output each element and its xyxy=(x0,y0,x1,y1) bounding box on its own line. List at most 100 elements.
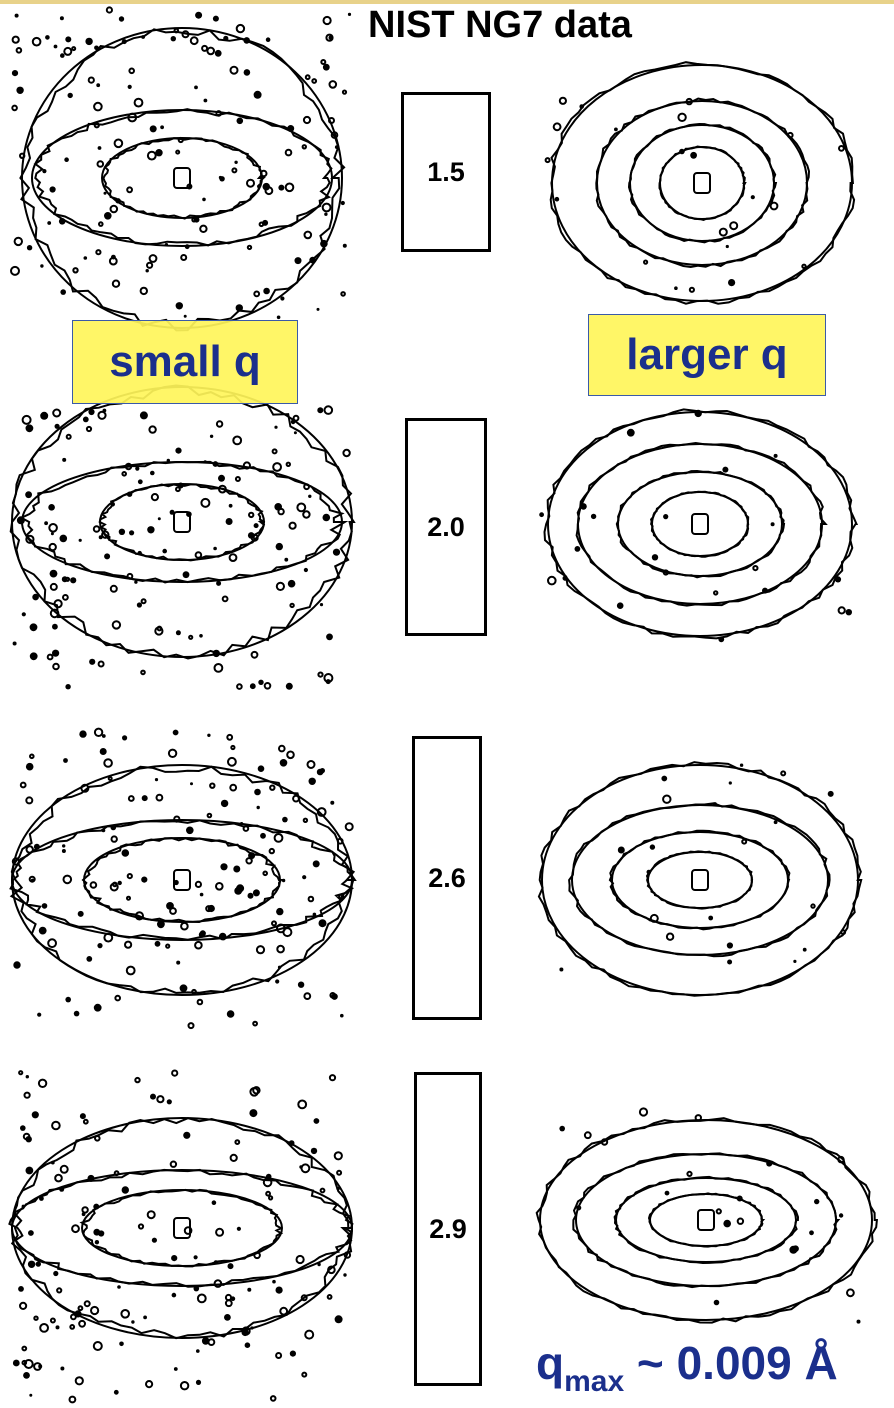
left-speckle-1 xyxy=(139,286,149,296)
right-speckle-1 xyxy=(679,148,685,155)
left-speckle-2 xyxy=(175,630,181,636)
left-speckle-3 xyxy=(199,892,204,897)
left-speckle-2 xyxy=(124,462,133,471)
left-speckle-2 xyxy=(118,528,126,535)
left-speckle-1 xyxy=(97,146,102,150)
left-speckle-2 xyxy=(234,476,241,482)
value-box-3: 2.6 xyxy=(412,736,482,1020)
left-speckle-2 xyxy=(52,408,62,418)
right-speckle-2 xyxy=(762,587,768,594)
left-speckle-4 xyxy=(145,1380,154,1389)
left-noisy-contour-4-1 xyxy=(10,1117,353,1340)
left-speckle-4 xyxy=(50,1160,55,1165)
left-speckle-3 xyxy=(93,1003,102,1012)
right-noisy-contour-4-4 xyxy=(647,1192,766,1248)
left-speckle-4 xyxy=(156,1095,165,1104)
right-contour-4-1 xyxy=(539,1119,873,1321)
left-speckle-2 xyxy=(221,595,229,603)
left-speckle-2 xyxy=(250,650,259,659)
left-speckle-4 xyxy=(33,1315,39,1321)
left-speckle-2 xyxy=(70,577,77,584)
right-speckle-1 xyxy=(544,157,551,164)
left-speckle-1 xyxy=(324,212,328,216)
left-speckle-4 xyxy=(119,1341,124,1347)
right-speckle-1 xyxy=(558,96,568,105)
left-speckle-2 xyxy=(111,620,122,630)
left-speckle-1 xyxy=(330,131,339,139)
left-speckle-4 xyxy=(224,1299,233,1308)
left-speckle-2 xyxy=(212,649,220,658)
small-q-label: small q xyxy=(72,320,298,404)
left-speckle-1 xyxy=(96,83,101,88)
left-speckle-2 xyxy=(140,669,146,676)
left-speckle-1 xyxy=(186,183,193,190)
left-speckle-2 xyxy=(62,457,67,462)
right-speckle-4 xyxy=(694,1114,702,1122)
left-speckle-1 xyxy=(71,46,77,52)
left-speckle-2 xyxy=(29,652,38,661)
left-speckle-4 xyxy=(23,1372,30,1379)
right-speckle-2 xyxy=(694,409,702,418)
left-speckle-4 xyxy=(23,1091,31,1099)
left-speckle-3 xyxy=(273,833,284,843)
left-speckle-1 xyxy=(231,167,238,174)
left-speckle-2 xyxy=(156,625,163,632)
right-speckle-3 xyxy=(665,932,675,941)
left-speckle-1 xyxy=(340,200,345,206)
right-speckle-4 xyxy=(583,1131,592,1140)
left-speckle-2 xyxy=(288,521,297,530)
left-speckle-4 xyxy=(317,1262,321,1267)
left-speckle-2 xyxy=(101,530,110,539)
left-speckle-1 xyxy=(341,89,348,95)
right-speckle-1 xyxy=(728,279,736,287)
left-speckle-4 xyxy=(60,1366,65,1371)
left-speckle-2 xyxy=(284,557,289,562)
left-speckle-3 xyxy=(338,893,345,900)
right-contour-4-3 xyxy=(615,1177,797,1263)
right-speckle-1 xyxy=(838,145,845,152)
left-speckle-3 xyxy=(155,793,164,802)
left-speckle-2 xyxy=(52,662,60,671)
left-speckle-4 xyxy=(68,1395,77,1404)
left-speckle-4 xyxy=(279,1306,289,1316)
left-speckle-3 xyxy=(187,1022,195,1030)
left-speckle-4 xyxy=(333,1151,343,1161)
left-speckle-1 xyxy=(146,261,154,269)
left-speckle-1 xyxy=(284,182,295,193)
left-speckle-3 xyxy=(191,988,197,995)
left-speckle-4 xyxy=(171,1292,177,1298)
left-speckle-1 xyxy=(14,13,19,18)
left-speckle-2 xyxy=(332,548,341,556)
left-speckle-2 xyxy=(285,682,293,690)
left-speckle-1 xyxy=(325,33,334,42)
left-speckle-1 xyxy=(105,6,114,14)
left-speckle-4 xyxy=(31,1111,39,1119)
left-speckle-2 xyxy=(249,683,256,690)
right-speckle-4 xyxy=(559,1125,565,1132)
left-speckle-3 xyxy=(62,844,66,848)
left-speckle-4 xyxy=(313,1118,320,1124)
left-speckle-1 xyxy=(214,49,222,57)
left-speckle-3 xyxy=(103,758,113,768)
left-speckle-3 xyxy=(11,857,20,866)
right-noisy-contour-1-2 xyxy=(595,97,811,269)
left-speckle-4 xyxy=(265,1190,272,1197)
left-speckle-3 xyxy=(229,783,238,792)
left-noisy-contour-1-3 xyxy=(102,137,266,220)
left-speckle-3 xyxy=(141,876,148,883)
left-noisy-contour-4-2 xyxy=(8,1168,354,1288)
left-speckle-3 xyxy=(236,884,245,893)
left-speckle-4 xyxy=(134,1076,141,1084)
right-speckle-3 xyxy=(727,959,733,965)
left-speckle-2 xyxy=(59,534,68,543)
left-speckle-4 xyxy=(28,1230,34,1236)
right-speckle-1 xyxy=(685,97,693,106)
left-speckle-2 xyxy=(296,502,307,513)
right-speckle-3 xyxy=(662,794,672,804)
left-speckle-1 xyxy=(45,35,50,40)
left-speckle-3 xyxy=(269,784,276,791)
left-speckle-1 xyxy=(141,35,146,39)
left-speckle-4 xyxy=(334,1315,343,1324)
left-speckle-1 xyxy=(98,221,104,227)
left-speckle-4 xyxy=(250,1326,254,1330)
